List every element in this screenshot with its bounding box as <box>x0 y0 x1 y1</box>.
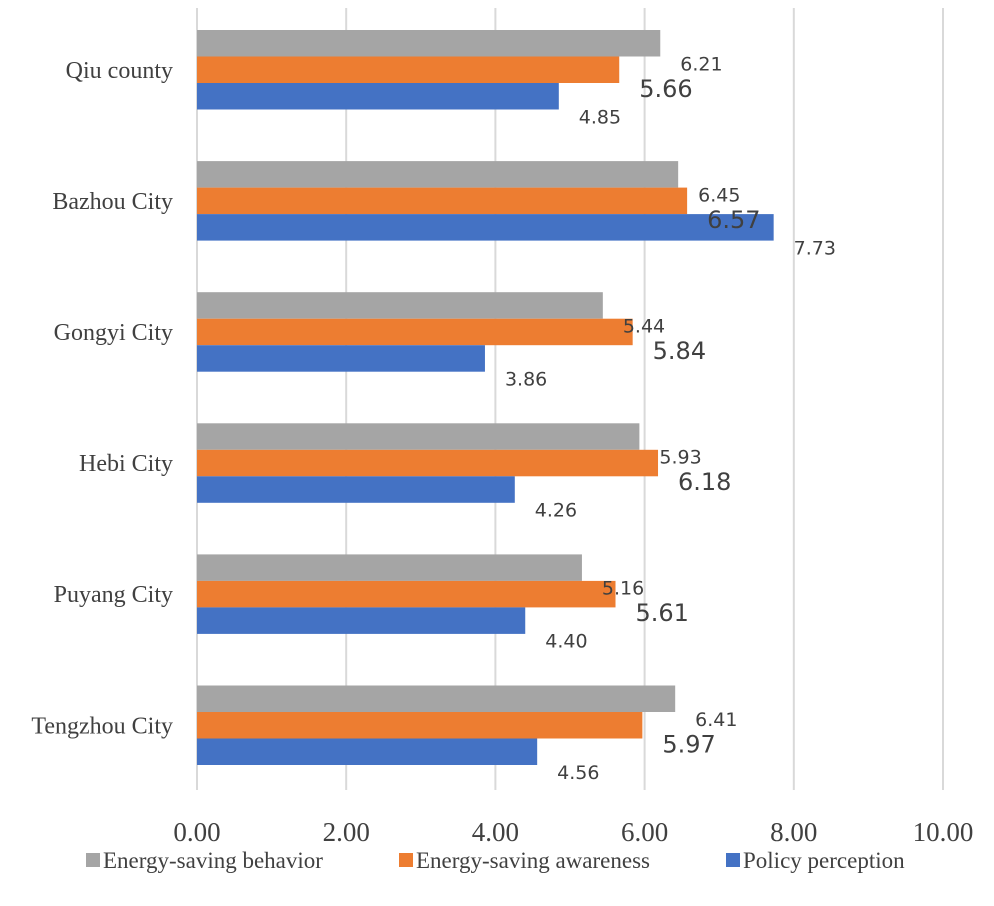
data-label: 4.26 <box>535 500 577 522</box>
data-label: 4.56 <box>557 762 599 784</box>
data-label: 5.16 <box>602 578 644 600</box>
x-tick-label: 2.00 <box>323 817 370 847</box>
x-tick-label: 6.00 <box>621 817 668 847</box>
data-label: 5.61 <box>636 599 689 627</box>
category-label: Tengzhou City <box>31 713 173 739</box>
x-tick-label: 0.00 <box>173 817 220 847</box>
bar <box>197 738 538 765</box>
x-tick-label: 10.00 <box>913 817 974 847</box>
bar <box>197 56 620 83</box>
data-label: 3.86 <box>505 368 547 390</box>
bar <box>197 187 688 215</box>
bar <box>197 83 559 110</box>
category-label: Qiu county <box>66 58 173 84</box>
data-label: 4.40 <box>545 631 587 653</box>
data-label: 4.85 <box>579 106 621 128</box>
bar <box>197 345 485 372</box>
x-tick-labels: 0.00 2.00 4.00 6.00 8.00 10.00 <box>173 817 973 847</box>
category-label: Puyang City <box>54 582 173 608</box>
bar <box>197 607 526 634</box>
data-label: 6.45 <box>698 184 740 206</box>
bar <box>197 712 643 739</box>
bar <box>197 30 661 57</box>
data-label: 6.41 <box>695 709 737 731</box>
bar <box>197 685 676 712</box>
category-label: Hebi City <box>79 451 173 477</box>
data-label: 5.44 <box>623 315 665 337</box>
data-label: 6.57 <box>707 206 760 234</box>
legend-label: Energy-saving awareness <box>416 848 650 873</box>
bar <box>197 580 616 608</box>
legend-swatch <box>726 853 740 867</box>
bar <box>197 318 633 346</box>
bar <box>197 476 515 503</box>
data-label: 6.21 <box>680 53 722 75</box>
bar <box>197 214 774 241</box>
x-tick-label: 8.00 <box>770 817 817 847</box>
category-labels: Qiu county Bazhou City Gongyi City Hebi Cit… <box>31 58 173 740</box>
bar <box>197 292 603 319</box>
legend-label: Policy perception <box>743 848 905 873</box>
legend: Energy-saving behavior Energy-saving awar… <box>86 848 905 873</box>
bars <box>197 30 774 765</box>
data-label: 6.18 <box>678 468 731 496</box>
bar <box>197 161 679 188</box>
category-label: Bazhou City <box>52 189 173 215</box>
legend-swatch <box>399 853 413 867</box>
bar <box>197 449 659 477</box>
category-label: Gongyi City <box>54 320 173 346</box>
gridlines <box>196 8 944 790</box>
bar <box>197 423 640 450</box>
legend-label: Energy-saving behavior <box>103 848 323 873</box>
data-label: 7.73 <box>794 237 836 259</box>
data-labels: 6.215.66 4.85 6.456.57 7.73 5.445.84 3.86 5.93… <box>505 53 836 784</box>
data-label: 5.66 <box>639 75 692 103</box>
data-label: 5.97 <box>662 730 715 758</box>
legend-swatch <box>86 853 100 867</box>
x-tick-label: 4.00 <box>472 817 519 847</box>
data-label: 5.93 <box>659 447 701 469</box>
data-label: 5.84 <box>653 337 706 365</box>
bar <box>197 554 582 581</box>
